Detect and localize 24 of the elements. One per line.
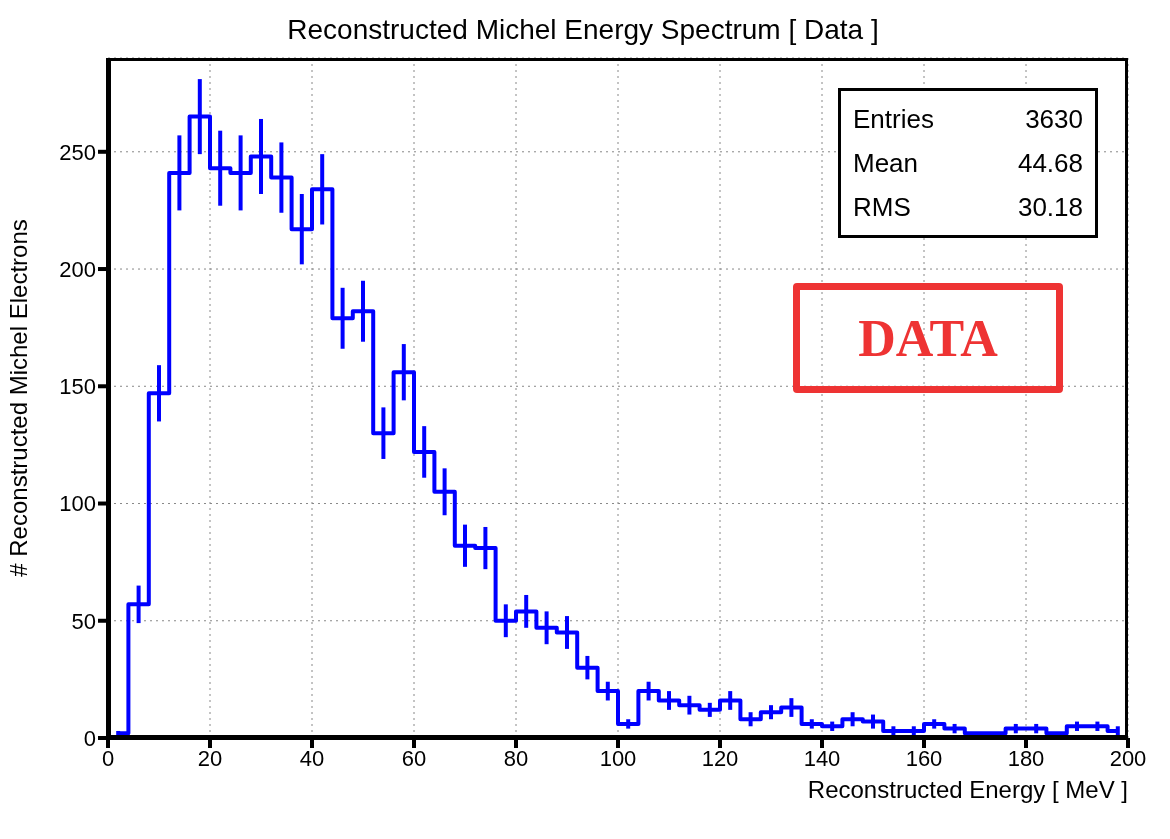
y-tick-label: 50 <box>71 608 96 634</box>
y-tick-label: 250 <box>59 139 96 165</box>
y-axis-title: # Reconstructed Michel Electrons <box>4 219 32 577</box>
x-tick-label: 180 <box>1007 745 1045 771</box>
x-tick-label: 160 <box>905 745 943 771</box>
x-tick-label: 80 <box>503 745 529 771</box>
text: Entries 3630 <box>853 104 1083 134</box>
y-tick-label: 0 <box>83 725 96 751</box>
annotation: DATA <box>793 283 1063 393</box>
y-tick-label: 100 <box>59 491 96 517</box>
text: Mean 44.68 <box>853 148 1083 178</box>
text: RMS 30.18 <box>853 192 1083 222</box>
x-axis-title: Reconstructed Energy [ MeV ] <box>807 776 1128 803</box>
x-tick-label: 100 <box>599 745 637 771</box>
x-tick-label: 0 <box>101 745 115 771</box>
x-tick-label: 200 <box>1109 745 1147 771</box>
x-tick-label: 20 <box>197 745 223 771</box>
chart-title: Reconstructed Michel Energy Spectrum [ Data ] <box>286 14 880 46</box>
x-tick-label: 140 <box>803 745 841 771</box>
x-tick-label: 60 <box>401 745 427 771</box>
y-tick-label: 150 <box>59 374 96 400</box>
y-tick-label: 200 <box>59 256 96 282</box>
x-tick-label: 40 <box>299 745 325 771</box>
x-tick-label: 120 <box>701 745 739 771</box>
